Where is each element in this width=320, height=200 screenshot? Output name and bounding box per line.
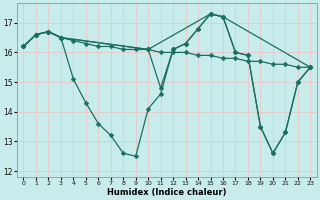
X-axis label: Humidex (Indice chaleur): Humidex (Indice chaleur) — [107, 188, 227, 197]
